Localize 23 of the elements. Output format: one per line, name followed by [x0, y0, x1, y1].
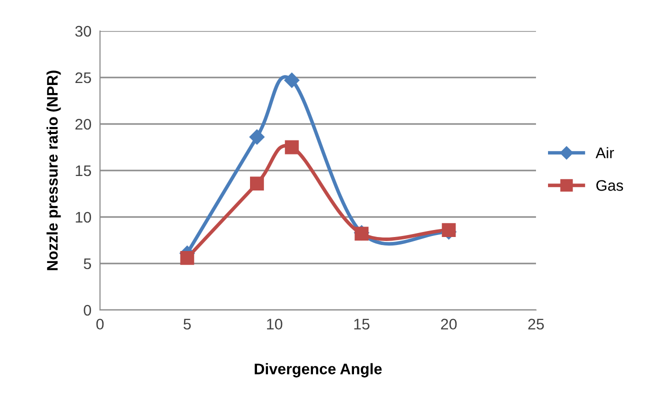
point: [284, 140, 299, 154]
y-tick-label: 20: [75, 118, 92, 130]
y-tick-label: 30: [75, 26, 92, 37]
y-axis-title: Nozzle pressure ratio (NPR): [46, 70, 61, 270]
y-tick-label: 0: [84, 304, 92, 316]
x-tick-label: 25: [528, 318, 544, 330]
legend-label: Air: [596, 147, 614, 158]
y-tick-label: 15: [76, 166, 92, 176]
x-tick-label: 0: [96, 318, 104, 330]
x-axis-title: Divergence Angle: [254, 363, 382, 378]
point: [442, 223, 456, 237]
x-tick-label: 10: [267, 318, 282, 330]
point: [249, 129, 265, 145]
y-tick-label: 5: [84, 258, 92, 270]
point: [250, 176, 264, 190]
x-tick-label: 5: [184, 318, 191, 330]
x-tick-label: 20: [441, 318, 457, 330]
legend-label: Gas: [596, 180, 624, 191]
x-tick-label: 15: [354, 318, 370, 330]
point: [284, 72, 300, 88]
y-tick-label: 10: [76, 212, 92, 223]
y-tick-label: 25: [75, 72, 92, 84]
point: [180, 250, 194, 265]
